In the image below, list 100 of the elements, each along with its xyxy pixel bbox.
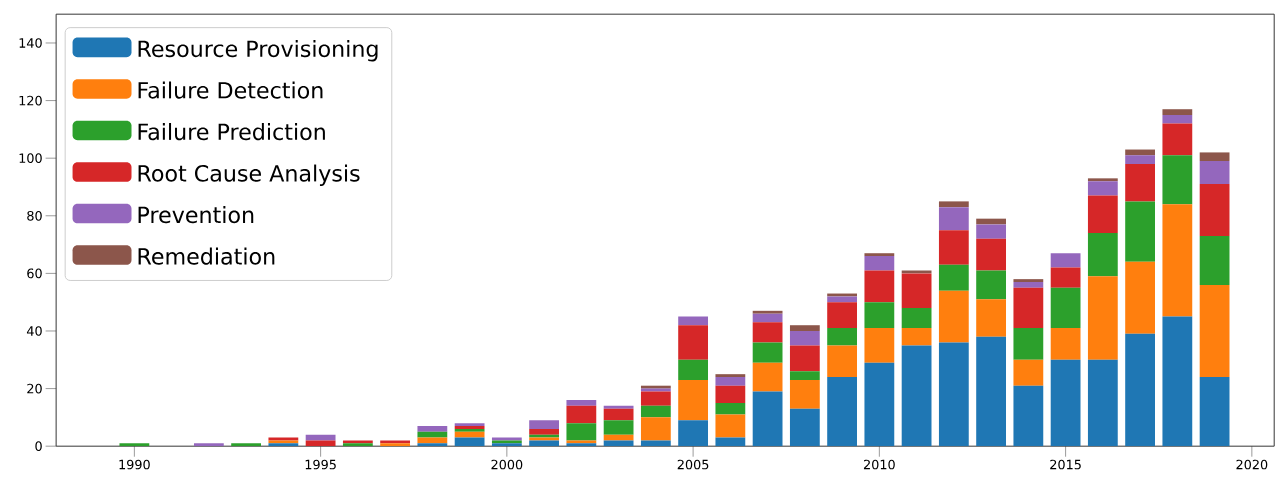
bar bbox=[231, 443, 262, 447]
bar bbox=[1162, 109, 1193, 115]
y-tick-label: 140 bbox=[19, 38, 42, 48]
bar bbox=[752, 391, 783, 447]
bar bbox=[566, 423, 597, 441]
bar bbox=[864, 256, 895, 271]
bar bbox=[938, 342, 969, 447]
bar bbox=[789, 325, 820, 331]
bar bbox=[1162, 114, 1193, 124]
bar bbox=[1087, 181, 1118, 196]
bar bbox=[305, 440, 336, 447]
bar bbox=[678, 379, 708, 421]
bar bbox=[752, 342, 783, 363]
bar bbox=[1199, 235, 1230, 285]
bar bbox=[1199, 284, 1230, 378]
bar bbox=[1013, 328, 1044, 360]
bar bbox=[1050, 267, 1081, 288]
x-tick-label: 2005 bbox=[677, 459, 709, 470]
bar bbox=[678, 316, 708, 326]
bar bbox=[1050, 328, 1081, 360]
bar bbox=[752, 322, 783, 343]
bar bbox=[1162, 123, 1193, 156]
bar bbox=[827, 328, 857, 346]
bar bbox=[603, 405, 634, 409]
bar bbox=[1087, 195, 1118, 234]
bar bbox=[454, 437, 485, 447]
x-tick-label: 1990 bbox=[119, 459, 150, 470]
bar bbox=[901, 345, 932, 447]
bar bbox=[1125, 155, 1155, 164]
bar bbox=[603, 420, 634, 435]
bar bbox=[566, 400, 597, 406]
bar bbox=[529, 420, 560, 429]
bar bbox=[864, 328, 895, 363]
bar bbox=[901, 328, 932, 346]
bar bbox=[789, 408, 820, 447]
bar bbox=[1199, 152, 1230, 162]
bar bbox=[417, 431, 448, 438]
bar bbox=[789, 379, 820, 409]
bar bbox=[715, 374, 746, 378]
bar bbox=[864, 253, 895, 257]
bar bbox=[1087, 359, 1118, 447]
bar bbox=[752, 362, 783, 392]
bar bbox=[1013, 359, 1044, 386]
bar bbox=[976, 336, 1007, 447]
bar bbox=[678, 359, 708, 380]
bar bbox=[864, 270, 895, 303]
bar bbox=[1013, 287, 1044, 329]
bar bbox=[1050, 253, 1081, 268]
bar bbox=[901, 307, 932, 329]
y-tick-label: 120 bbox=[19, 95, 42, 106]
legend-label: Root Cause Analysis bbox=[138, 164, 360, 186]
x-tick-label: 2010 bbox=[863, 459, 895, 470]
bar bbox=[715, 437, 746, 447]
bar bbox=[715, 402, 746, 415]
bar bbox=[752, 313, 783, 323]
legend-label: Resource Provisioning bbox=[138, 39, 378, 62]
bar bbox=[119, 443, 150, 447]
y-tick-label: 20 bbox=[27, 383, 42, 394]
y-tick-label: 40 bbox=[26, 326, 42, 336]
bar bbox=[827, 296, 857, 303]
bar bbox=[827, 345, 857, 378]
bar bbox=[417, 443, 448, 447]
bar bbox=[1050, 287, 1081, 329]
bar bbox=[938, 290, 969, 343]
bar bbox=[715, 414, 746, 438]
bar bbox=[789, 371, 820, 380]
legend-label: Failure Detection bbox=[138, 81, 323, 99]
bar bbox=[827, 377, 857, 447]
legend-label: Prevention bbox=[138, 206, 254, 224]
bar bbox=[1125, 163, 1155, 202]
bar bbox=[454, 431, 485, 438]
bar bbox=[603, 440, 634, 447]
bar bbox=[715, 385, 746, 403]
bar bbox=[938, 201, 969, 208]
bar bbox=[1199, 161, 1230, 185]
bar bbox=[789, 330, 820, 346]
bar bbox=[938, 264, 969, 291]
bar bbox=[752, 310, 783, 314]
bar bbox=[603, 408, 634, 421]
bar bbox=[976, 299, 1007, 337]
y-tick-label: 80 bbox=[27, 210, 42, 221]
bar bbox=[938, 207, 969, 231]
y-tick-label: 0 bbox=[35, 441, 42, 452]
bar bbox=[1125, 201, 1155, 262]
bar bbox=[640, 391, 671, 406]
bar bbox=[901, 270, 932, 274]
bar bbox=[1087, 178, 1118, 182]
bar bbox=[715, 377, 746, 386]
bar bbox=[1050, 359, 1081, 447]
bar bbox=[640, 405, 671, 418]
bar bbox=[566, 405, 597, 424]
bar bbox=[1087, 276, 1118, 360]
bar bbox=[678, 325, 708, 360]
bar bbox=[1125, 261, 1155, 334]
bar bbox=[827, 302, 857, 329]
x-tick-label: 1995 bbox=[305, 459, 336, 470]
bar bbox=[529, 440, 560, 447]
x-tick-label: 2015 bbox=[1050, 459, 1081, 470]
bar bbox=[1199, 184, 1230, 236]
bar bbox=[678, 420, 708, 447]
